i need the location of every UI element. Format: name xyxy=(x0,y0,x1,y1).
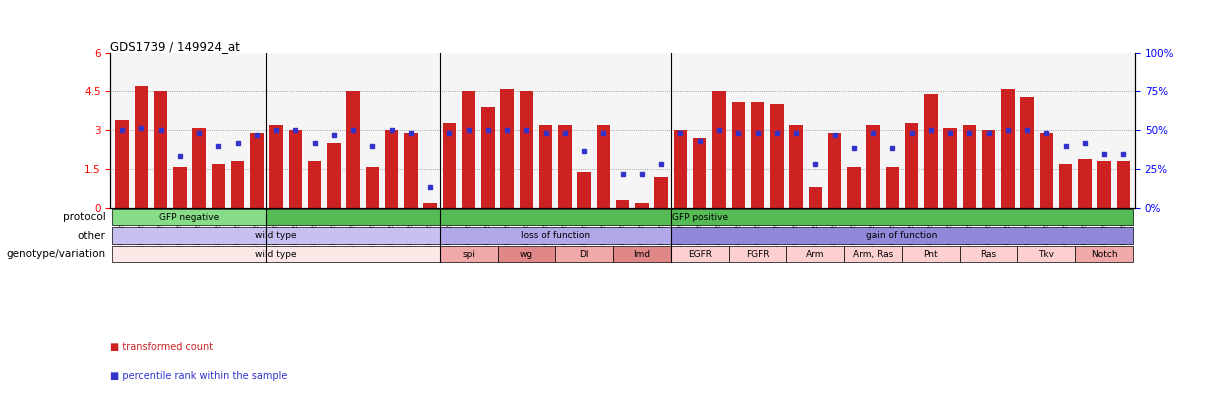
Bar xyxy=(924,94,937,208)
Bar xyxy=(1097,161,1110,208)
Text: Imd: Imd xyxy=(633,249,650,258)
Bar xyxy=(113,246,439,262)
Bar xyxy=(115,120,129,208)
Bar xyxy=(671,246,729,262)
Bar xyxy=(461,92,475,208)
Bar xyxy=(729,246,787,262)
Bar xyxy=(288,130,302,208)
Bar xyxy=(423,203,437,208)
Bar xyxy=(671,227,1133,244)
Bar xyxy=(614,246,671,262)
Text: GDS1739 / 149924_at: GDS1739 / 149924_at xyxy=(110,40,240,53)
Text: other: other xyxy=(77,230,106,241)
Bar xyxy=(135,86,148,208)
Text: wild type: wild type xyxy=(255,249,297,258)
Bar xyxy=(596,125,610,208)
Bar xyxy=(366,166,379,208)
Bar xyxy=(1021,97,1034,208)
Bar xyxy=(539,125,552,208)
Bar xyxy=(693,138,707,208)
Text: EGFR: EGFR xyxy=(688,249,712,258)
Bar xyxy=(982,130,995,208)
Bar xyxy=(266,209,1133,226)
Text: FGFR: FGFR xyxy=(746,249,769,258)
Text: Arm: Arm xyxy=(806,249,825,258)
Text: Tkv: Tkv xyxy=(1038,249,1054,258)
Bar xyxy=(481,107,494,208)
Bar xyxy=(193,128,206,208)
Text: Pnt: Pnt xyxy=(924,249,939,258)
Text: genotype/variation: genotype/variation xyxy=(6,249,106,259)
Bar xyxy=(616,200,629,208)
Bar xyxy=(674,130,687,208)
Text: wg: wg xyxy=(520,249,533,258)
Bar xyxy=(173,166,187,208)
Bar xyxy=(963,125,977,208)
Bar xyxy=(497,246,556,262)
Bar xyxy=(269,125,282,208)
Bar xyxy=(404,133,417,208)
Bar xyxy=(1079,159,1092,208)
Bar xyxy=(828,133,842,208)
Bar xyxy=(1075,246,1133,262)
Bar xyxy=(501,89,514,208)
Bar xyxy=(787,246,844,262)
Text: ■ transformed count: ■ transformed count xyxy=(110,342,213,352)
Text: GFP positive: GFP positive xyxy=(671,213,728,222)
Bar xyxy=(1039,133,1053,208)
Bar xyxy=(443,123,456,208)
Bar xyxy=(231,161,244,208)
Text: spi: spi xyxy=(463,249,475,258)
Bar xyxy=(654,177,667,208)
Bar xyxy=(346,92,360,208)
Bar xyxy=(904,123,918,208)
Bar xyxy=(1117,161,1130,208)
Bar xyxy=(153,92,167,208)
Bar xyxy=(385,130,399,208)
Bar xyxy=(113,227,439,244)
Bar xyxy=(439,227,671,244)
Text: Notch: Notch xyxy=(1091,249,1118,258)
Bar xyxy=(211,164,225,208)
Bar xyxy=(520,92,534,208)
Text: GFP negative: GFP negative xyxy=(160,213,220,222)
Bar xyxy=(960,246,1017,262)
Bar xyxy=(439,246,497,262)
Bar xyxy=(886,166,899,208)
Text: ■ percentile rank within the sample: ■ percentile rank within the sample xyxy=(110,371,288,381)
Bar xyxy=(1001,89,1015,208)
Bar xyxy=(712,92,725,208)
Bar xyxy=(809,187,822,208)
Text: Dl: Dl xyxy=(579,249,589,258)
Text: gain of function: gain of function xyxy=(866,231,937,240)
Bar xyxy=(250,133,264,208)
Bar xyxy=(1017,246,1075,262)
Bar xyxy=(731,102,745,208)
Bar xyxy=(751,102,764,208)
Bar xyxy=(866,125,880,208)
Bar xyxy=(847,166,860,208)
Bar xyxy=(113,209,266,226)
Bar xyxy=(308,161,321,208)
Bar xyxy=(771,104,784,208)
Bar xyxy=(328,143,341,208)
Bar xyxy=(944,128,957,208)
Text: Ras: Ras xyxy=(980,249,996,258)
Bar xyxy=(558,125,572,208)
Bar xyxy=(844,246,902,262)
Text: Arm, Ras: Arm, Ras xyxy=(853,249,893,258)
Bar xyxy=(636,203,649,208)
Text: loss of function: loss of function xyxy=(520,231,590,240)
Bar xyxy=(789,125,802,208)
Bar xyxy=(578,172,591,208)
Text: protocol: protocol xyxy=(63,212,106,222)
Bar xyxy=(556,246,614,262)
Text: wild type: wild type xyxy=(255,231,297,240)
Bar xyxy=(902,246,960,262)
Bar xyxy=(1059,164,1072,208)
